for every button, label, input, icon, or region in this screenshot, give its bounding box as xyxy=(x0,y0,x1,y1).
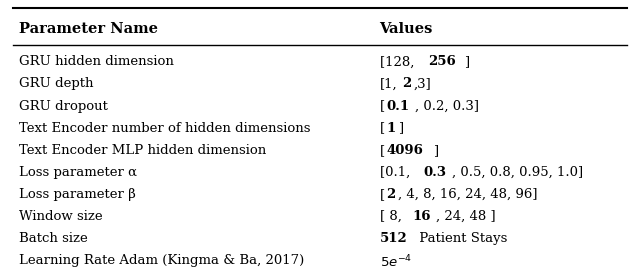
Text: Learning Rate Adam (Kingma & Ba, 2017): Learning Rate Adam (Kingma & Ba, 2017) xyxy=(19,254,304,267)
Text: Text Encoder number of hidden dimensions: Text Encoder number of hidden dimensions xyxy=(19,122,310,134)
Text: ]: ] xyxy=(433,144,438,157)
Text: Batch size: Batch size xyxy=(19,232,88,245)
Text: 512: 512 xyxy=(380,232,407,245)
Text: 4096: 4096 xyxy=(386,144,423,157)
Text: , 0.5, 0.8, 0.95, 1.0]: , 0.5, 0.8, 0.95, 1.0] xyxy=(452,166,584,179)
Text: [: [ xyxy=(380,122,385,134)
Text: Parameter Name: Parameter Name xyxy=(19,22,158,36)
Text: , 4, 8, 16, 24, 48, 96]: , 4, 8, 16, 24, 48, 96] xyxy=(398,188,537,201)
Text: [128,: [128, xyxy=(380,55,418,68)
Text: ]: ] xyxy=(398,122,403,134)
Text: Values: Values xyxy=(380,22,433,36)
Text: , 24, 48 ]: , 24, 48 ] xyxy=(436,210,495,223)
Text: GRU hidden dimension: GRU hidden dimension xyxy=(19,55,174,68)
Text: 16: 16 xyxy=(413,210,431,223)
Text: Loss parameter α: Loss parameter α xyxy=(19,166,137,179)
Text: Window size: Window size xyxy=(19,210,102,223)
Text: GRU dropout: GRU dropout xyxy=(19,100,108,112)
Text: [: [ xyxy=(380,100,385,112)
Text: [: [ xyxy=(380,144,385,157)
Text: 2: 2 xyxy=(386,188,396,201)
Text: [0.1,: [0.1, xyxy=(380,166,414,179)
Text: $5e^{-4}$: $5e^{-4}$ xyxy=(380,254,412,271)
Text: GRU depth: GRU depth xyxy=(19,77,93,90)
Text: [: [ xyxy=(380,188,385,201)
Text: 0.3: 0.3 xyxy=(423,166,446,179)
Text: Text Encoder MLP hidden dimension: Text Encoder MLP hidden dimension xyxy=(19,144,266,157)
Text: Patient Stays: Patient Stays xyxy=(415,232,507,245)
Text: 256: 256 xyxy=(428,55,456,68)
Text: 0.1: 0.1 xyxy=(386,100,409,112)
Text: [ 8,: [ 8, xyxy=(380,210,406,223)
Text: ]: ] xyxy=(463,55,468,68)
Text: 1: 1 xyxy=(386,122,396,134)
Text: Loss parameter β: Loss parameter β xyxy=(19,188,136,201)
Text: , 0.2, 0.3]: , 0.2, 0.3] xyxy=(415,100,479,112)
Text: ,3]: ,3] xyxy=(413,77,431,90)
Text: [1,: [1, xyxy=(380,77,397,90)
Text: 2: 2 xyxy=(402,77,411,90)
